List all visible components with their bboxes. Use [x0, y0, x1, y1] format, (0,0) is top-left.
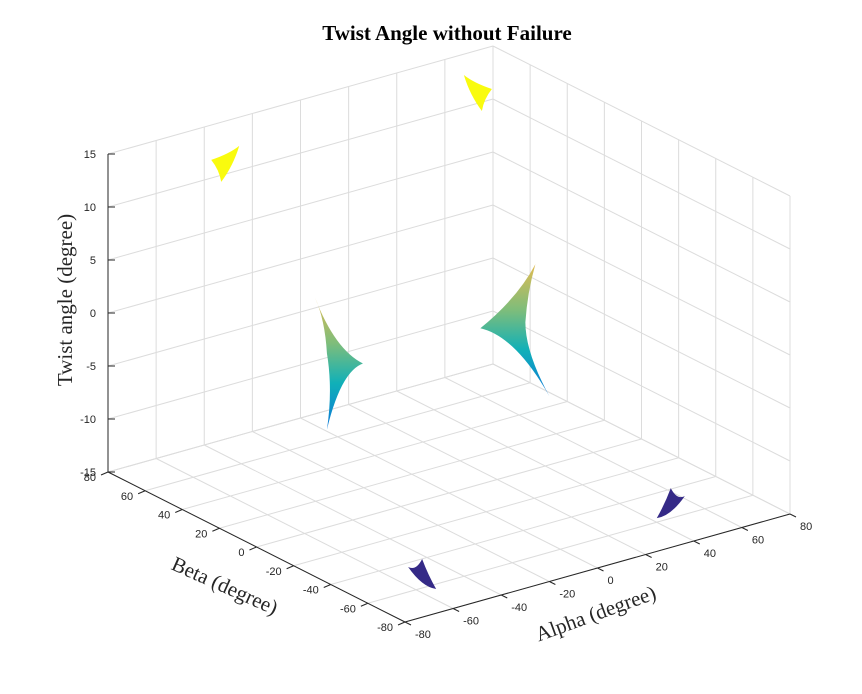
x-tick-label: -20 [559, 589, 575, 601]
side-wall-grid-line [492, 151, 791, 303]
z-tick-label: -15 [80, 467, 96, 479]
floor-grid-line [256, 438, 642, 548]
x-tick-label: 40 [704, 548, 716, 560]
x-axis-label: Alpha (degree) [532, 581, 659, 647]
surface-bottom-right [656, 488, 685, 519]
x-tick-mark [452, 608, 460, 612]
x-tick-label: 80 [800, 521, 812, 533]
x-tick-mark [404, 621, 412, 626]
back-wall-grid-line [107, 45, 494, 155]
y-tick-mark [175, 509, 183, 513]
x-tick-mark [549, 581, 556, 585]
floor-grid-line [219, 419, 605, 529]
back-wall-grid-line [107, 363, 494, 473]
back-wall-grid-line [107, 204, 494, 314]
z-axis-label: Twist angle (degree) [53, 214, 77, 386]
z-tick-label: 5 [90, 255, 96, 267]
z-tick-label: 0 [90, 308, 96, 320]
y-tick-label: -60 [340, 603, 356, 615]
floor-grid-line [144, 382, 531, 492]
back-wall-grid-line [107, 310, 494, 420]
z-tick-label: 15 [84, 149, 96, 161]
x-tick-label: -60 [463, 616, 479, 628]
surface-mid-left [314, 297, 363, 430]
y-tick-mark [286, 565, 294, 570]
tick-labels: -80 -60 -40 -20 0 20 40 60 80 -80 -60 -40 -20 0 20 40 60… [80, 149, 812, 641]
y-tick-label: 20 [195, 528, 207, 540]
back-wall-grid-line [107, 151, 494, 261]
axis-layer [100, 153, 797, 626]
x-tick-label: 20 [656, 562, 668, 574]
back-wall-grid-line [107, 98, 494, 208]
y-tick-label: -20 [266, 566, 282, 578]
y-tick-mark [360, 602, 369, 607]
y-tick-mark [249, 546, 257, 551]
y-tick-label: 0 [238, 547, 244, 559]
y-tick-mark [397, 621, 406, 626]
y-axis-label: Beta (degree) [168, 552, 282, 620]
y-tick-mark [100, 471, 109, 476]
side-wall-grid-line [492, 310, 791, 462]
surface-mid-right [480, 264, 550, 397]
floor-grid-line [182, 401, 568, 510]
z-tick-label: -5 [86, 361, 96, 373]
surface-top-right [463, 74, 492, 111]
x-tick-mark [645, 554, 652, 558]
grid-layer [107, 45, 791, 623]
x-tick-mark [501, 594, 508, 599]
y-tick-label: 40 [158, 510, 170, 522]
y-tick-label: 60 [121, 491, 133, 503]
y-tick-label: -80 [377, 622, 393, 634]
y-tick-mark [137, 490, 146, 495]
y-tick-label: -40 [303, 585, 319, 597]
surface-layer [211, 74, 685, 590]
back-wall-grid-line [107, 257, 494, 367]
surface-bottom-left [408, 559, 437, 590]
side-wall-grid-line [492, 204, 791, 356]
side-wall-grid-line [492, 98, 791, 250]
side-wall-grid-line [492, 45, 791, 197]
x-tick-label: -80 [415, 629, 431, 641]
x-tick-mark [741, 527, 749, 531]
side-wall-grid-line [492, 363, 791, 515]
z-tick-label: -10 [80, 414, 96, 426]
x-tick-mark [789, 513, 797, 518]
chart-title: Twist Angle without Failure [322, 21, 572, 45]
z-tick-label: 10 [84, 202, 96, 214]
y-tick-mark [212, 527, 220, 532]
floor-grid-line [330, 476, 716, 585]
x-tick-label: -40 [511, 602, 527, 614]
floor-grid-line [293, 457, 679, 567]
side-wall-grid-line [492, 257, 791, 409]
x-tick-mark [597, 567, 604, 572]
x-tick-label: 0 [608, 575, 614, 587]
y-tick-mark [323, 584, 331, 588]
x-tick-label: 60 [752, 535, 764, 547]
x-tick-mark [693, 540, 700, 545]
y-tick-label: 80 [84, 472, 96, 484]
surface-top-left [211, 145, 240, 182]
